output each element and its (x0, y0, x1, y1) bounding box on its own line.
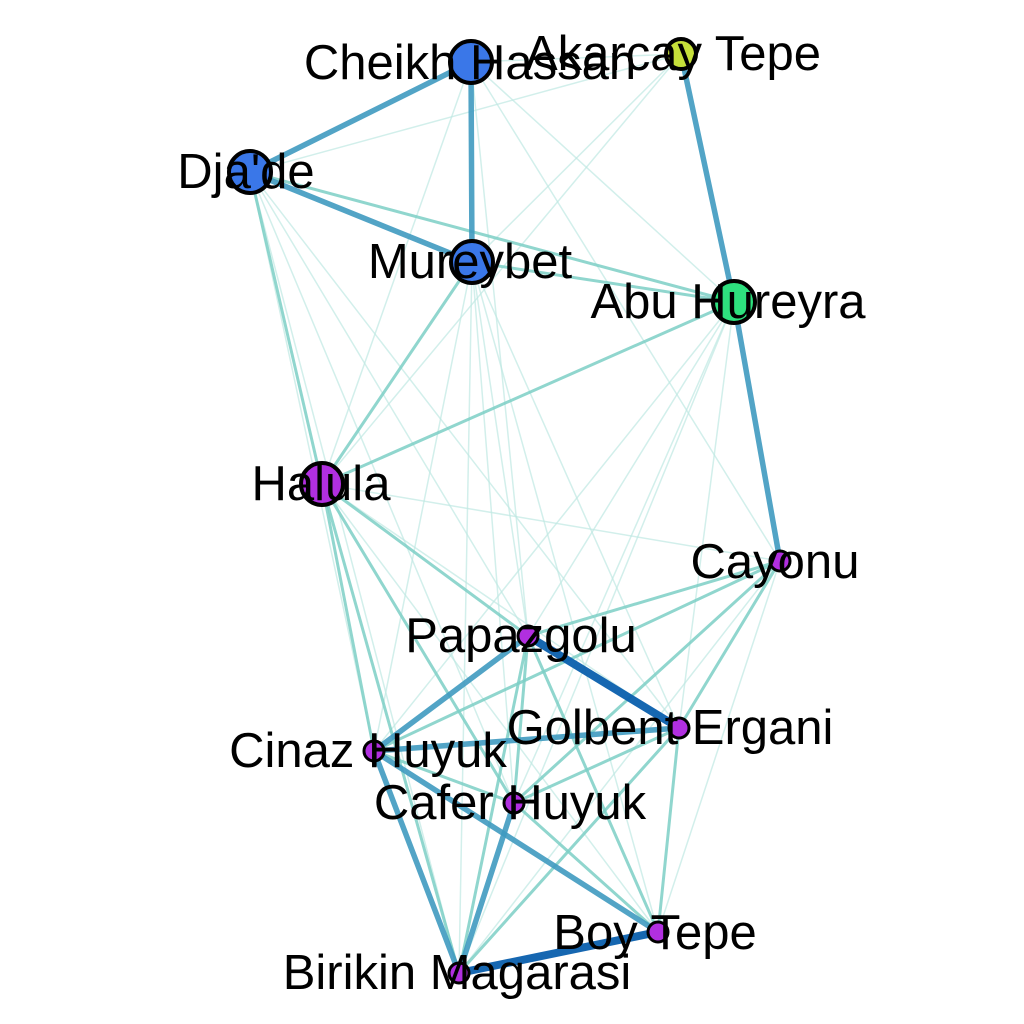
edge-cheikh_hassan-jade (247, 59, 474, 175)
node-halula[interactable] (299, 461, 345, 507)
edge-golbent_ergani-boy_tepe (656, 726, 681, 934)
edge-cayonu-papazgolu (526, 559, 782, 638)
node-akarcay_tepe[interactable] (664, 37, 698, 71)
edge-halula-cinaz_huyuk (320, 482, 376, 753)
edge-papazgolu-birikin_magarasi (457, 634, 530, 975)
node-label-halula: Halula (252, 457, 392, 511)
edge-abu_hureyra-golbent_ergani (678, 301, 735, 729)
edge-abu_hureyra-papazgolu (527, 301, 735, 637)
edge-akarcay_tepe-abu_hureyra (678, 51, 737, 305)
edge-jade-papazgolu (249, 171, 529, 637)
node-golbent_ergani[interactable] (667, 716, 691, 740)
edge-mureybet-abu_hureyra (470, 260, 736, 304)
edge-mureybet-papazgolu (471, 261, 529, 637)
node-label-papazgolu: Papazgolu (405, 609, 637, 663)
node-label-birikin_magarasi: Birikin Magarasi (283, 946, 632, 1000)
edge-mureybet-birikin_magarasi (458, 261, 473, 974)
edge-cheikh_hassan-mureybet (468, 59, 475, 265)
edge-halula-papazgolu (320, 482, 530, 638)
node-label-cinaz_huyuk: Cinaz Huyuk (229, 724, 507, 778)
node-label-akarcay_tepe: Akarcay Tepe (525, 27, 821, 81)
node-label-jade: Dja'de (177, 145, 314, 199)
edge-cinaz_huyuk-boy_tepe (371, 748, 661, 935)
edge-mureybet-halula (320, 260, 474, 486)
edge-cayonu-golbent_ergani (677, 559, 782, 730)
edge-papazgolu-cafer_huyuk (512, 634, 530, 805)
edge-jade-mureybet (247, 169, 475, 265)
edge-papazgolu-golbent_ergani (524, 632, 683, 732)
edge-abu_hureyra-cinaz_huyuk (373, 301, 735, 752)
edge-cheikh_hassan-cayonu (470, 61, 781, 562)
edge-cafer_huyuk-golbent_ergani (512, 726, 681, 805)
node-label-abu_hureyra: Abu Hureyra (590, 275, 866, 329)
edges-layer (247, 51, 783, 977)
node-papazgolu[interactable] (516, 624, 540, 648)
edge-abu_hureyra-cafer_huyuk (513, 301, 735, 804)
node-label-golbent_ergani: Golbent Ergani (507, 701, 834, 755)
edge-halula-cayonu (321, 483, 781, 562)
node-cafer_huyuk[interactable] (502, 791, 526, 815)
edge-birikin_magarasi-boy_tepe (455, 928, 662, 977)
node-cinaz_huyuk[interactable] (362, 739, 386, 763)
edge-cayonu-cafer_huyuk (512, 559, 782, 805)
edge-mureybet-boy_tepe (471, 261, 659, 933)
edge-jade-abu_hureyra (248, 170, 736, 304)
edge-papazgolu-cinaz_huyuk (371, 633, 531, 754)
node-label-boy_tepe: Boy Tepe (553, 906, 756, 960)
edge-golbent_ergani-birikin_magarasi (457, 726, 681, 975)
node-label-mureybet: Mureybet (368, 235, 573, 289)
node-mureybet[interactable] (449, 239, 495, 285)
edge-mureybet-cafer_huyuk (471, 261, 515, 804)
node-boy_tepe[interactable] (646, 920, 670, 944)
node-birikin_magarasi[interactable] (447, 961, 471, 985)
edge-halula-cafer_huyuk (320, 482, 516, 805)
edge-papazgolu-boy_tepe (526, 634, 660, 934)
edge-cinaz_huyuk-birikin_magarasi (371, 748, 462, 976)
edge-cheikh_hassan-abu_hureyra (470, 61, 735, 303)
edge-halula-boy_tepe (321, 483, 659, 933)
node-label-cafer_huyuk: Cafer Huyuk (374, 776, 647, 830)
edge-abu_hureyra-cayonu (731, 299, 783, 564)
edge-cayonu-birikin_magarasi (458, 560, 781, 974)
edge-halula-birikin_magarasi (320, 482, 461, 975)
edge-jade-birikin_magarasi (249, 171, 460, 974)
edge-cafer_huyuk-birikin_magarasi (456, 800, 517, 976)
edge-cayonu-boy_tepe (657, 560, 781, 933)
node-jade[interactable] (227, 149, 273, 195)
edge-cheikh_hassan-papazgolu (470, 61, 529, 637)
edge-cayonu-cinaz_huyuk (372, 559, 782, 753)
edge-mureybet-golbent_ergani (471, 261, 680, 729)
edge-mureybet-cinaz_huyuk (373, 261, 473, 752)
edge-jade-cafer_huyuk (249, 171, 515, 804)
edge-akarcay_tepe-jade (249, 53, 682, 173)
node-abu_hureyra[interactable] (711, 279, 757, 325)
edge-cheikh_hassan-halula (321, 61, 472, 485)
edge-jade-cinaz_huyuk (249, 171, 375, 752)
edge-jade-halula (248, 170, 324, 486)
edge-cheikh_hassan-akarcay_tepe (470, 53, 682, 63)
edge-cinaz_huyuk-cafer_huyuk (372, 749, 516, 805)
edge-mureybet-akarcay_tepe (471, 53, 682, 263)
edge-abu_hureyra-halula (320, 300, 736, 486)
edge-akarcay_tepe-halula (321, 53, 682, 485)
edge-jade-golbent_ergani (249, 171, 680, 729)
node-cheikh_hassan[interactable] (448, 39, 494, 85)
nodes-layer (227, 37, 792, 985)
node-label-cayonu: Cayonu (691, 535, 860, 589)
edge-cinaz_huyuk-golbent_ergani (371, 725, 682, 754)
node-label-cheikh_hassan: Cheikh Hassan (304, 36, 636, 90)
edge-cafer_huyuk-boy_tepe (512, 801, 660, 934)
node-cayonu[interactable] (768, 549, 792, 573)
